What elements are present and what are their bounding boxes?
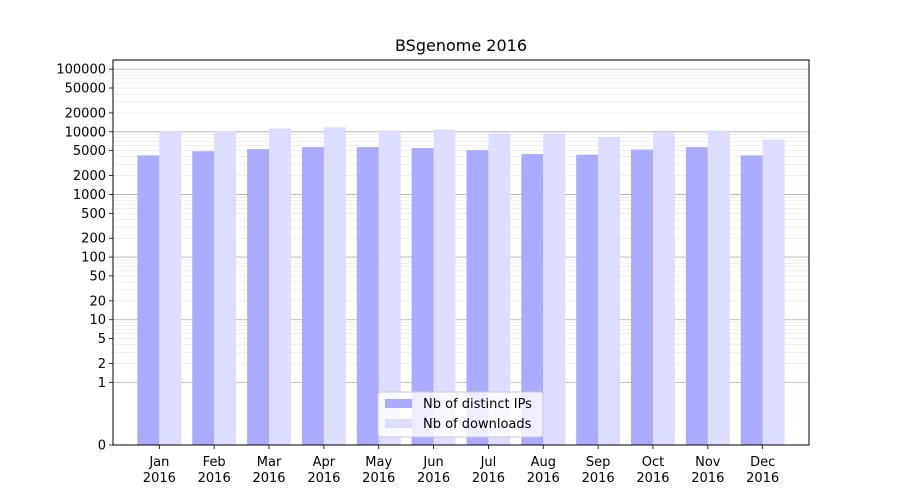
x-tick-label-year: 2016	[636, 471, 669, 486]
y-tick-label: 10	[89, 313, 106, 328]
x-tick-label-month: Dec	[750, 455, 775, 470]
bar-distinct-ips	[576, 154, 599, 445]
x-tick-label-month: Aug	[531, 455, 556, 470]
bar-downloads	[488, 133, 511, 446]
x-tick-label-year: 2016	[417, 471, 450, 486]
x-tick-label-month: Jul	[480, 455, 497, 470]
bar-downloads	[707, 130, 730, 446]
chart-title: BSgenome 2016	[395, 36, 527, 55]
y-tick-label: 2	[98, 357, 106, 372]
bar-downloads	[269, 128, 291, 445]
bar-downloads	[378, 130, 401, 446]
y-tick-label: 1	[98, 376, 106, 391]
bar-downloads	[652, 132, 675, 446]
x-axis: Jan2016Feb2016Mar2016Apr2016May2016Jun20…	[143, 445, 779, 486]
x-tick-label-year: 2016	[362, 471, 395, 486]
legend-swatch	[385, 419, 412, 428]
bar-distinct-ips	[631, 149, 653, 445]
y-tick-label: 100	[81, 251, 106, 266]
legend-box	[377, 391, 544, 438]
bar-distinct-ips	[301, 147, 324, 445]
x-tick-label-month: Apr	[313, 455, 336, 470]
y-tick-label: 200	[81, 232, 106, 247]
plot-frame	[112, 59, 810, 446]
bar-distinct-ips	[521, 154, 544, 445]
y-tick-label: 50000	[65, 82, 106, 97]
bar-distinct-ips	[411, 148, 434, 445]
x-tick-label-month: Nov	[695, 455, 721, 470]
y-tick-label: 100000	[56, 63, 106, 78]
legend-label: Nb of distinct IPs	[423, 397, 532, 412]
bars-layer	[137, 127, 785, 446]
x-tick-label-month: Oct	[642, 455, 664, 470]
x-tick-label-month: Mar	[257, 455, 282, 470]
bar-distinct-ips	[192, 151, 215, 446]
bar-distinct-ips	[740, 155, 763, 445]
y-tick-label: 1000	[73, 188, 106, 203]
y-tick-label: 20	[89, 294, 106, 309]
y-tick-label: 500	[81, 207, 106, 222]
x-tick-label-month: May	[365, 455, 392, 470]
x-tick-label-year: 2016	[691, 471, 724, 486]
y-tick-label: 10000	[65, 125, 106, 140]
bar-distinct-ips	[137, 155, 160, 445]
y-tick-label: 20000	[65, 106, 106, 121]
x-tick-label-year: 2016	[143, 471, 176, 486]
bar-downloads	[323, 127, 346, 445]
bar-distinct-ips	[247, 149, 270, 445]
x-tick-label-month: Jun	[422, 455, 443, 470]
x-tick-label-month: Sep	[586, 455, 611, 470]
x-tick-label-month: Jan	[148, 455, 169, 470]
y-tick-label: 50	[89, 269, 106, 284]
x-tick-label-year: 2016	[252, 471, 285, 486]
bar-downloads	[159, 130, 182, 445]
bar-distinct-ips	[685, 147, 708, 445]
x-tick-label-year: 2016	[198, 471, 231, 486]
bar-downloads	[543, 133, 566, 446]
bar-downloads	[433, 129, 456, 445]
legend-label: Nb of downloads	[423, 417, 532, 432]
x-tick-label-year: 2016	[527, 471, 560, 486]
bar-downloads	[598, 136, 621, 445]
legend-swatch	[385, 399, 412, 408]
bar-distinct-ips	[356, 147, 379, 445]
x-tick-label-year: 2016	[472, 471, 505, 486]
bar-distinct-ips	[466, 150, 489, 445]
y-tick-label: 2000	[73, 169, 106, 184]
y-tick-label: 5	[98, 332, 106, 347]
bar-downloads	[214, 130, 237, 445]
x-tick-label-year: 2016	[307, 471, 340, 486]
x-tick-label-year: 2016	[582, 471, 615, 486]
y-tick-label: 5000	[73, 144, 106, 159]
y-axis: 0 1 2 5 10 20 50 100 200 500 1000 2000 5000 10000 2000…	[56, 63, 113, 454]
bar-downloads	[762, 139, 785, 445]
legend: Nb of distinct IPs Nb of downloads	[377, 391, 544, 438]
y-tick-label: 0	[98, 439, 106, 454]
x-tick-label-year: 2016	[746, 471, 779, 486]
x-tick-label-month: Feb	[203, 455, 226, 470]
